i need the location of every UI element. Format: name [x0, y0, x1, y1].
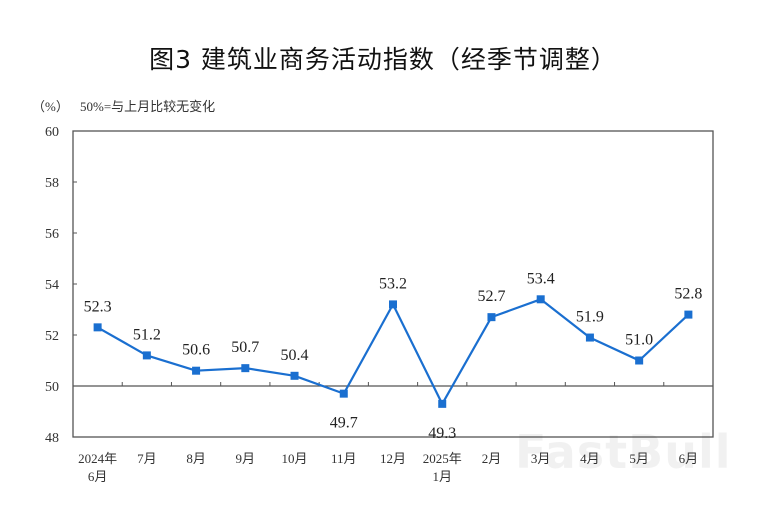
x-tick-label: 2025年 [423, 451, 462, 466]
y-tick-label: 58 [45, 176, 59, 191]
x-tick-label: 11月 [331, 451, 357, 466]
data-point-marker [389, 300, 397, 309]
chart-title: 图3 建筑业商务活动指数（经季节调整） [149, 45, 617, 74]
y-tick-label: 60 [45, 125, 59, 140]
x-tick-label: 2月 [482, 451, 502, 466]
x-tick-label: 6月 [679, 451, 699, 466]
data-point-marker [192, 366, 201, 375]
x-tick-label: 10月 [282, 451, 308, 466]
y-tick-label: 48 [45, 431, 59, 446]
data-labels: 52.3 51.2 50.6 50.7 50.4 49.7 53.2 49.3 52.7 53.4… [84, 270, 703, 442]
data-label: 50.4 [281, 347, 309, 364]
data-label: 52.7 [477, 288, 505, 305]
reference-note: 50%=与上月比较无变化 [80, 99, 216, 114]
data-label: 49.7 [330, 415, 358, 432]
x-tick-label: 3月 [531, 451, 551, 466]
data-label: 51.9 [576, 309, 604, 326]
x-tick-label: 2024年 [78, 451, 117, 466]
data-point-marker [487, 313, 496, 322]
y-axis-unit-label: （%） [32, 99, 69, 114]
data-point-marker [684, 310, 693, 319]
data-point-marker [536, 295, 545, 304]
y-tick-label: 54 [45, 278, 59, 293]
data-point-marker [142, 351, 151, 360]
data-label: 52.3 [84, 298, 112, 315]
y-tick-label: 52 [45, 329, 59, 344]
data-label: 51.0 [625, 332, 653, 349]
data-label: 49.3 [428, 425, 456, 442]
x-tick-label: 12月 [380, 451, 406, 466]
data-point-marker [93, 323, 102, 332]
y-axis: 48 50 52 54 56 58 60 [45, 125, 77, 446]
x-tick-label: 7月 [137, 451, 157, 466]
x-axis: 2024年 6月 7月 8月 9月 10月 11月 12月 2025年 1月 2月 3月 4月 5月 6月 [78, 382, 698, 484]
data-point-marker [241, 364, 250, 373]
data-point-marker [635, 356, 644, 365]
data-point-marker [585, 333, 594, 342]
data-label: 50.6 [182, 342, 210, 359]
data-series [93, 295, 693, 408]
x-tick-label: 5月 [629, 451, 649, 466]
x-tick-label: 4月 [580, 451, 600, 466]
x-tick-label: 8月 [186, 451, 206, 466]
x-tick-label: 6月 [88, 469, 108, 484]
data-label: 52.8 [674, 286, 702, 303]
y-tick-label: 50 [45, 380, 59, 395]
x-tick-label: 1月 [432, 469, 452, 484]
x-tick-label: 9月 [236, 451, 256, 466]
data-point-marker [290, 371, 299, 380]
data-label: 51.2 [133, 326, 161, 343]
data-label: 53.2 [379, 275, 407, 292]
data-label: 50.7 [231, 339, 259, 356]
watermark: FastBull [515, 425, 732, 479]
data-label: 53.4 [527, 270, 555, 287]
y-tick-label: 56 [45, 227, 59, 242]
data-point-marker [438, 399, 447, 408]
data-point-marker [339, 389, 348, 398]
